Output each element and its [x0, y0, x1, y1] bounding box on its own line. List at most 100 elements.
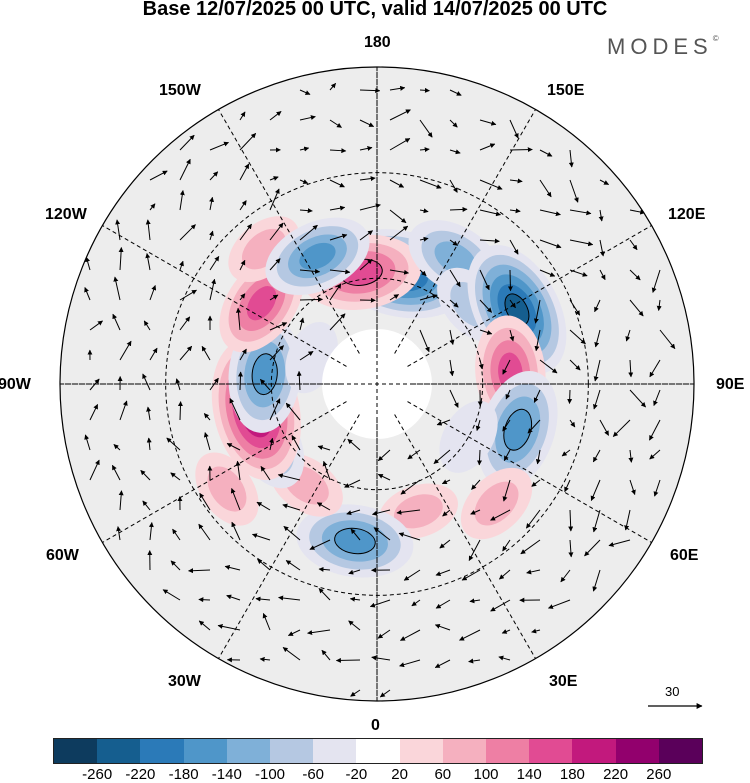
wind-vector — [209, 171, 219, 181]
wind-vector — [299, 179, 309, 184]
wind-vector — [539, 359, 558, 374]
wind-vector — [509, 329, 515, 342]
wind-vector — [89, 320, 103, 331]
wind-vector — [624, 509, 631, 531]
wind-vector — [564, 479, 571, 493]
wind-vector — [590, 479, 601, 501]
wind-vector — [509, 178, 523, 184]
colorbar-tick-label: 20 — [391, 766, 408, 783]
wind-vector — [629, 389, 646, 408]
wind-vector — [179, 289, 197, 301]
wind-vector — [568, 509, 574, 532]
wind-vector — [479, 238, 500, 244]
wind-vector — [649, 449, 661, 460]
wind-vector — [477, 449, 483, 466]
wind-vector — [282, 647, 301, 661]
wind-vector — [255, 596, 271, 602]
wind-vector — [359, 119, 375, 128]
wind-vector — [612, 419, 631, 437]
wind-vector — [502, 419, 511, 432]
wind-vector — [509, 299, 516, 309]
wind-vector — [594, 329, 601, 348]
wind-vector — [142, 373, 151, 391]
wind-vector — [235, 307, 241, 331]
wind-vector — [260, 378, 271, 391]
wind-vector — [468, 539, 481, 561]
meridian-line — [407, 401, 652, 543]
wind-vector — [235, 460, 241, 481]
wind-vector — [407, 449, 421, 460]
wind-vector — [389, 109, 411, 121]
wind-vector — [377, 449, 391, 462]
wind-vector — [329, 283, 342, 301]
wind-vector — [239, 259, 246, 271]
lon-label-120e: 120E — [668, 206, 706, 223]
wind-vector — [146, 437, 152, 451]
map-border — [59, 66, 695, 702]
wind-vector — [490, 509, 511, 521]
wind-vector — [291, 435, 301, 451]
wind-vector — [419, 236, 429, 242]
wind-vector — [149, 170, 168, 181]
wind-vector — [449, 329, 455, 345]
anomaly-contour — [474, 481, 519, 526]
wind-vector — [359, 176, 376, 182]
lon-label-150e: 150E — [547, 82, 585, 99]
wind-vector — [118, 490, 124, 511]
wind-vector — [584, 539, 601, 557]
colorbar-tick-label: 60 — [434, 766, 452, 783]
wind-vector — [560, 569, 571, 583]
wind-vector — [317, 445, 331, 451]
wind-vector — [329, 179, 345, 188]
colorbar-tick-label: -220 — [125, 766, 156, 783]
wind-vector — [539, 239, 562, 249]
wind-vector — [321, 649, 331, 661]
wind-vector — [534, 329, 541, 352]
wind-vector — [598, 209, 604, 222]
wind-vector — [629, 299, 644, 317]
wind-vector — [145, 252, 151, 271]
lon-label-60w: 60W — [46, 547, 79, 564]
wind-vector — [599, 269, 606, 281]
wind-vector — [230, 488, 241, 511]
modes-logo: MODES© — [607, 34, 719, 59]
wind-vector — [179, 316, 191, 331]
wind-vector — [569, 299, 581, 316]
colorbar-swatch — [529, 739, 573, 763]
wind-vector — [539, 149, 553, 157]
graticule — [60, 67, 694, 701]
wind-vector — [509, 208, 521, 214]
wind-vector — [203, 432, 211, 451]
anomaly-contour — [246, 286, 277, 321]
wind-vector — [348, 620, 361, 631]
wind-vector — [469, 598, 481, 604]
wind-vector — [251, 533, 271, 541]
wind-vector — [283, 525, 301, 541]
colorbar-swatch — [140, 739, 184, 763]
wind-vector — [118, 247, 124, 271]
wind-vector — [396, 509, 421, 515]
wind-vector — [203, 413, 211, 421]
wind-vector — [359, 88, 381, 94]
wind-vector — [400, 629, 421, 641]
wind-vector — [599, 419, 610, 436]
wind-vector — [459, 629, 481, 641]
lon-label-90w: 90W — [0, 376, 31, 393]
wind-vector — [419, 147, 430, 153]
wind-vector — [188, 568, 211, 574]
wind-vector — [269, 258, 281, 271]
lon-label-180: 180 — [364, 34, 391, 51]
wind-vector — [201, 345, 211, 361]
wind-vector — [348, 569, 361, 575]
wind-vector — [329, 148, 347, 154]
wind-vector — [389, 269, 410, 275]
wind-vector — [377, 629, 391, 639]
wind-vector — [594, 299, 601, 313]
reference-vector-label: 30 — [665, 684, 680, 699]
colorbar-tick-label: 220 — [603, 766, 629, 783]
wind-vector — [350, 689, 361, 697]
wind-vector — [239, 163, 250, 181]
wind-vector — [439, 539, 451, 549]
wind-vector — [119, 340, 132, 361]
